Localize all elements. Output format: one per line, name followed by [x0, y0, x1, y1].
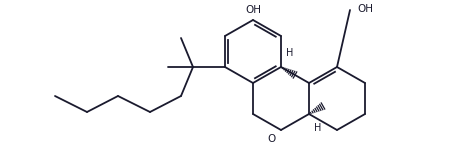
Text: OH: OH — [357, 4, 373, 14]
Text: H: H — [286, 48, 293, 58]
Text: O: O — [267, 134, 275, 144]
Text: H: H — [314, 123, 321, 133]
Text: OH: OH — [245, 5, 261, 15]
